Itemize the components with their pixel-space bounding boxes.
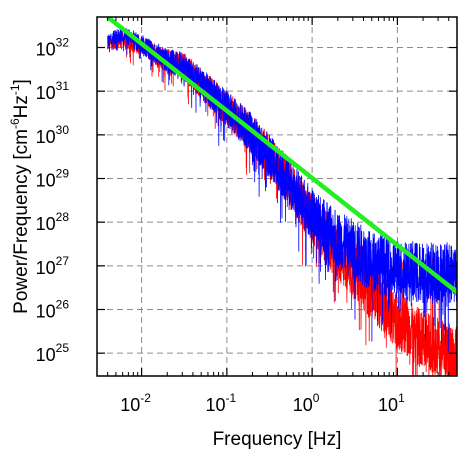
y-tick-label: 1029 xyxy=(36,167,70,191)
y-tick-label: 1026 xyxy=(36,298,70,322)
y-tick-label: 1030 xyxy=(36,123,70,147)
y-tick-label: 1032 xyxy=(36,36,70,60)
plot-frame xyxy=(96,16,458,377)
x-tick-labels: 10-2 10-1 100 101 xyxy=(120,391,405,415)
x-tick-label: 101 xyxy=(378,391,405,415)
y-tick-labels: 1025 1026 1027 1028 1029 1030 1031 1032 xyxy=(36,36,70,366)
x-axis-label: Frequency [Hz] xyxy=(213,429,342,450)
spectrum-line-0 xyxy=(107,32,457,376)
x-tick-label: 10-2 xyxy=(120,391,151,415)
spectrum-line-1 xyxy=(107,27,457,353)
y-tick-label: 1031 xyxy=(36,79,70,103)
series-group xyxy=(106,17,457,376)
y-tick-label: 1028 xyxy=(36,210,70,234)
y-tick-label: 1025 xyxy=(36,341,70,365)
fit-line xyxy=(106,17,457,294)
x-tick-label: 100 xyxy=(293,391,320,415)
x-tick-label: 10-1 xyxy=(206,391,237,415)
axis-ticks xyxy=(96,17,458,376)
y-axis-label: Power/Frequency [cm-6Hz-1] xyxy=(8,79,32,314)
y-tick-label: 1027 xyxy=(36,254,70,278)
